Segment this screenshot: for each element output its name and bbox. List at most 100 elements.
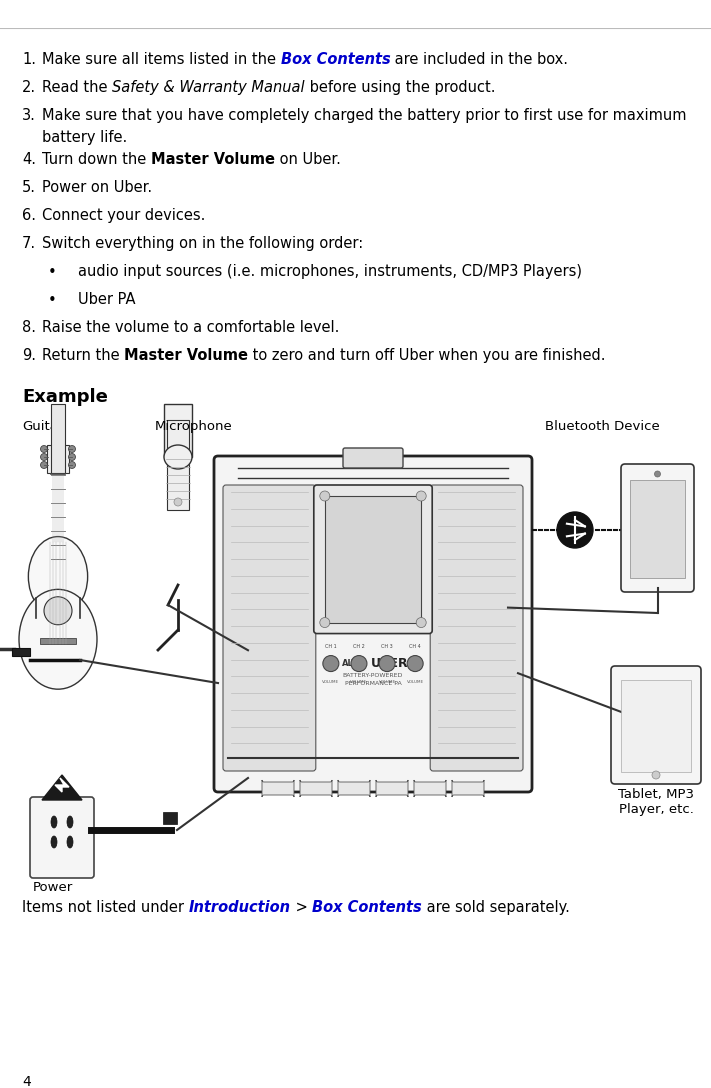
- Text: Safety & Warranty Manual: Safety & Warranty Manual: [112, 81, 305, 95]
- Polygon shape: [42, 775, 82, 800]
- FancyBboxPatch shape: [376, 780, 408, 798]
- Circle shape: [68, 454, 75, 460]
- Text: before using the product.: before using the product.: [305, 81, 496, 95]
- FancyBboxPatch shape: [452, 780, 484, 798]
- Bar: [630, 480, 685, 578]
- Text: Uber PA: Uber PA: [78, 292, 136, 307]
- Polygon shape: [55, 778, 69, 792]
- Bar: [167, 420, 189, 510]
- FancyBboxPatch shape: [30, 798, 94, 878]
- Circle shape: [41, 461, 48, 469]
- Text: Connect your devices.: Connect your devices.: [42, 208, 205, 223]
- Text: 5.: 5.: [22, 180, 36, 195]
- Circle shape: [655, 471, 661, 477]
- Text: on Uber.: on Uber.: [275, 152, 341, 166]
- Bar: [163, 812, 177, 824]
- Circle shape: [351, 656, 367, 671]
- Text: VOLUME: VOLUME: [378, 680, 395, 683]
- Text: •: •: [48, 265, 57, 280]
- Circle shape: [323, 656, 339, 671]
- FancyBboxPatch shape: [414, 780, 446, 798]
- Circle shape: [41, 454, 48, 460]
- Text: are included in the box.: are included in the box.: [390, 52, 568, 67]
- Ellipse shape: [19, 590, 97, 689]
- Circle shape: [174, 498, 182, 506]
- FancyBboxPatch shape: [338, 780, 370, 798]
- FancyBboxPatch shape: [223, 485, 316, 771]
- Ellipse shape: [164, 445, 192, 469]
- FancyBboxPatch shape: [314, 485, 432, 633]
- Text: battery life.: battery life.: [42, 129, 127, 145]
- FancyBboxPatch shape: [611, 666, 701, 784]
- Circle shape: [379, 656, 395, 671]
- FancyBboxPatch shape: [262, 780, 294, 798]
- Text: 6.: 6.: [22, 208, 36, 223]
- Bar: [325, 496, 421, 622]
- Text: Return the: Return the: [42, 348, 124, 363]
- Text: CH 1: CH 1: [325, 644, 337, 648]
- Text: Power: Power: [33, 881, 73, 894]
- Bar: [164, 404, 192, 457]
- Bar: [12, 648, 30, 656]
- Text: >: >: [291, 900, 312, 915]
- Ellipse shape: [67, 816, 73, 828]
- Text: 9.: 9.: [22, 348, 36, 363]
- Text: Setup: Setup: [9, 5, 68, 23]
- Text: 3.: 3.: [22, 108, 36, 123]
- Text: Example: Example: [22, 388, 108, 406]
- Text: 7.: 7.: [22, 236, 36, 251]
- Text: CH 2: CH 2: [353, 644, 365, 648]
- Text: Introduction: Introduction: [188, 900, 291, 915]
- Text: BATTERY-POWERED: BATTERY-POWERED: [343, 672, 403, 678]
- Text: to zero and turn off Uber when you are finished.: to zero and turn off Uber when you are f…: [248, 348, 606, 363]
- Circle shape: [407, 656, 423, 671]
- Text: Master Volume: Master Volume: [151, 152, 275, 166]
- Text: UBER: UBER: [371, 657, 409, 670]
- Circle shape: [320, 618, 330, 628]
- FancyBboxPatch shape: [343, 448, 403, 468]
- Circle shape: [652, 771, 660, 779]
- Text: Microphone: Microphone: [155, 420, 232, 433]
- Text: Bluetooth Device: Bluetooth Device: [545, 420, 660, 433]
- FancyBboxPatch shape: [430, 485, 523, 771]
- Circle shape: [44, 596, 72, 625]
- Bar: [621, 680, 691, 772]
- Bar: [51, 405, 65, 473]
- Text: VOLUME: VOLUME: [407, 680, 424, 683]
- Ellipse shape: [51, 836, 57, 848]
- Circle shape: [68, 445, 75, 453]
- Circle shape: [416, 491, 426, 500]
- Text: 1.: 1.: [22, 52, 36, 67]
- Text: Box Contents: Box Contents: [281, 52, 390, 67]
- Text: Power on Uber.: Power on Uber.: [42, 180, 152, 195]
- FancyBboxPatch shape: [214, 456, 532, 792]
- Circle shape: [41, 445, 48, 453]
- Ellipse shape: [51, 816, 57, 828]
- Text: ALTO: ALTO: [342, 659, 365, 668]
- Text: VOLUME: VOLUME: [351, 680, 368, 683]
- Text: 8.: 8.: [22, 320, 36, 335]
- Circle shape: [68, 461, 75, 469]
- Text: Read the: Read the: [42, 81, 112, 95]
- Text: Box Contents: Box Contents: [312, 900, 422, 915]
- Text: CH 3: CH 3: [381, 644, 393, 648]
- Text: Make sure that you have completely charged the battery prior to first use for ma: Make sure that you have completely charg…: [42, 108, 687, 123]
- FancyBboxPatch shape: [621, 463, 694, 592]
- Circle shape: [416, 618, 426, 628]
- Circle shape: [320, 491, 330, 500]
- Text: Raise the volume to a comfortable level.: Raise the volume to a comfortable level.: [42, 320, 339, 335]
- FancyBboxPatch shape: [300, 780, 332, 798]
- Text: Tablet, MP3
Player, etc.: Tablet, MP3 Player, etc.: [618, 788, 694, 816]
- Text: 4: 4: [22, 1075, 31, 1088]
- Circle shape: [557, 512, 593, 548]
- Text: Items not listed under: Items not listed under: [22, 900, 188, 915]
- Ellipse shape: [67, 836, 73, 848]
- Text: Guitar: Guitar: [22, 420, 63, 433]
- Text: •: •: [48, 293, 57, 308]
- Text: 4.: 4.: [22, 152, 36, 166]
- Text: Make sure all items listed in the: Make sure all items listed in the: [42, 52, 281, 67]
- Text: PERFORMANCE PA: PERFORMANCE PA: [345, 681, 402, 685]
- Ellipse shape: [28, 536, 87, 617]
- Text: audio input sources (i.e. microphones, instruments, CD/MP3 Players): audio input sources (i.e. microphones, i…: [78, 264, 582, 279]
- Text: CH 4: CH 4: [410, 644, 421, 648]
